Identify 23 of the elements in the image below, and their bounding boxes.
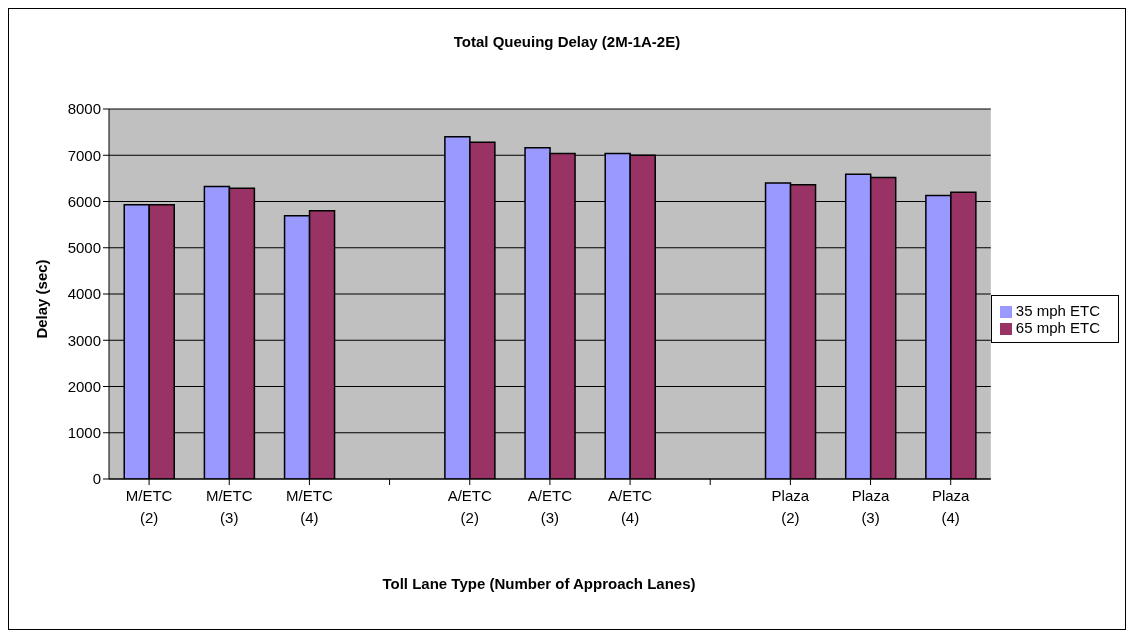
x-tick-label: M/ETC (4) (286, 487, 333, 526)
x-tick-label: M/ETC (2) (125, 487, 173, 526)
x-tick-label: A/ETC (4) (607, 487, 653, 526)
y-tick-label: 3000 (67, 331, 101, 349)
y-tick-label: 5000 (67, 239, 101, 257)
y-tick-label: 0 (92, 470, 101, 488)
y-tick-label: 4000 (67, 285, 101, 303)
y-tick-label: 7000 (67, 146, 101, 164)
x-tick-label: M/ETC (3) (205, 487, 253, 526)
x-tick-label: Plaza (3) (851, 487, 890, 526)
x-tick-label: A/ETC (3) (527, 487, 573, 526)
chart-title: Total Queuing Delay (2M-1A-2E) (452, 33, 682, 50)
x-tick-label: A/ETC (2) (447, 487, 492, 526)
x-tick-label: Plaza (4) (931, 487, 971, 526)
y-tick-label: 8000 (67, 100, 101, 118)
legend-label: 35 mph ETC (1015, 302, 1100, 319)
y-tick-label: 6000 (67, 192, 101, 210)
legend-label: 65 mph ETC (1015, 319, 1100, 336)
y-tick-label: 1000 (67, 424, 101, 442)
x-tick-label: Plaza (2) (771, 487, 810, 526)
y-axis-title: Delay (sec) (32, 259, 50, 339)
y-tick-label: 2000 (67, 377, 101, 395)
x-axis-title: Toll Lane Type (Number of Approach Lanes) (381, 575, 697, 592)
